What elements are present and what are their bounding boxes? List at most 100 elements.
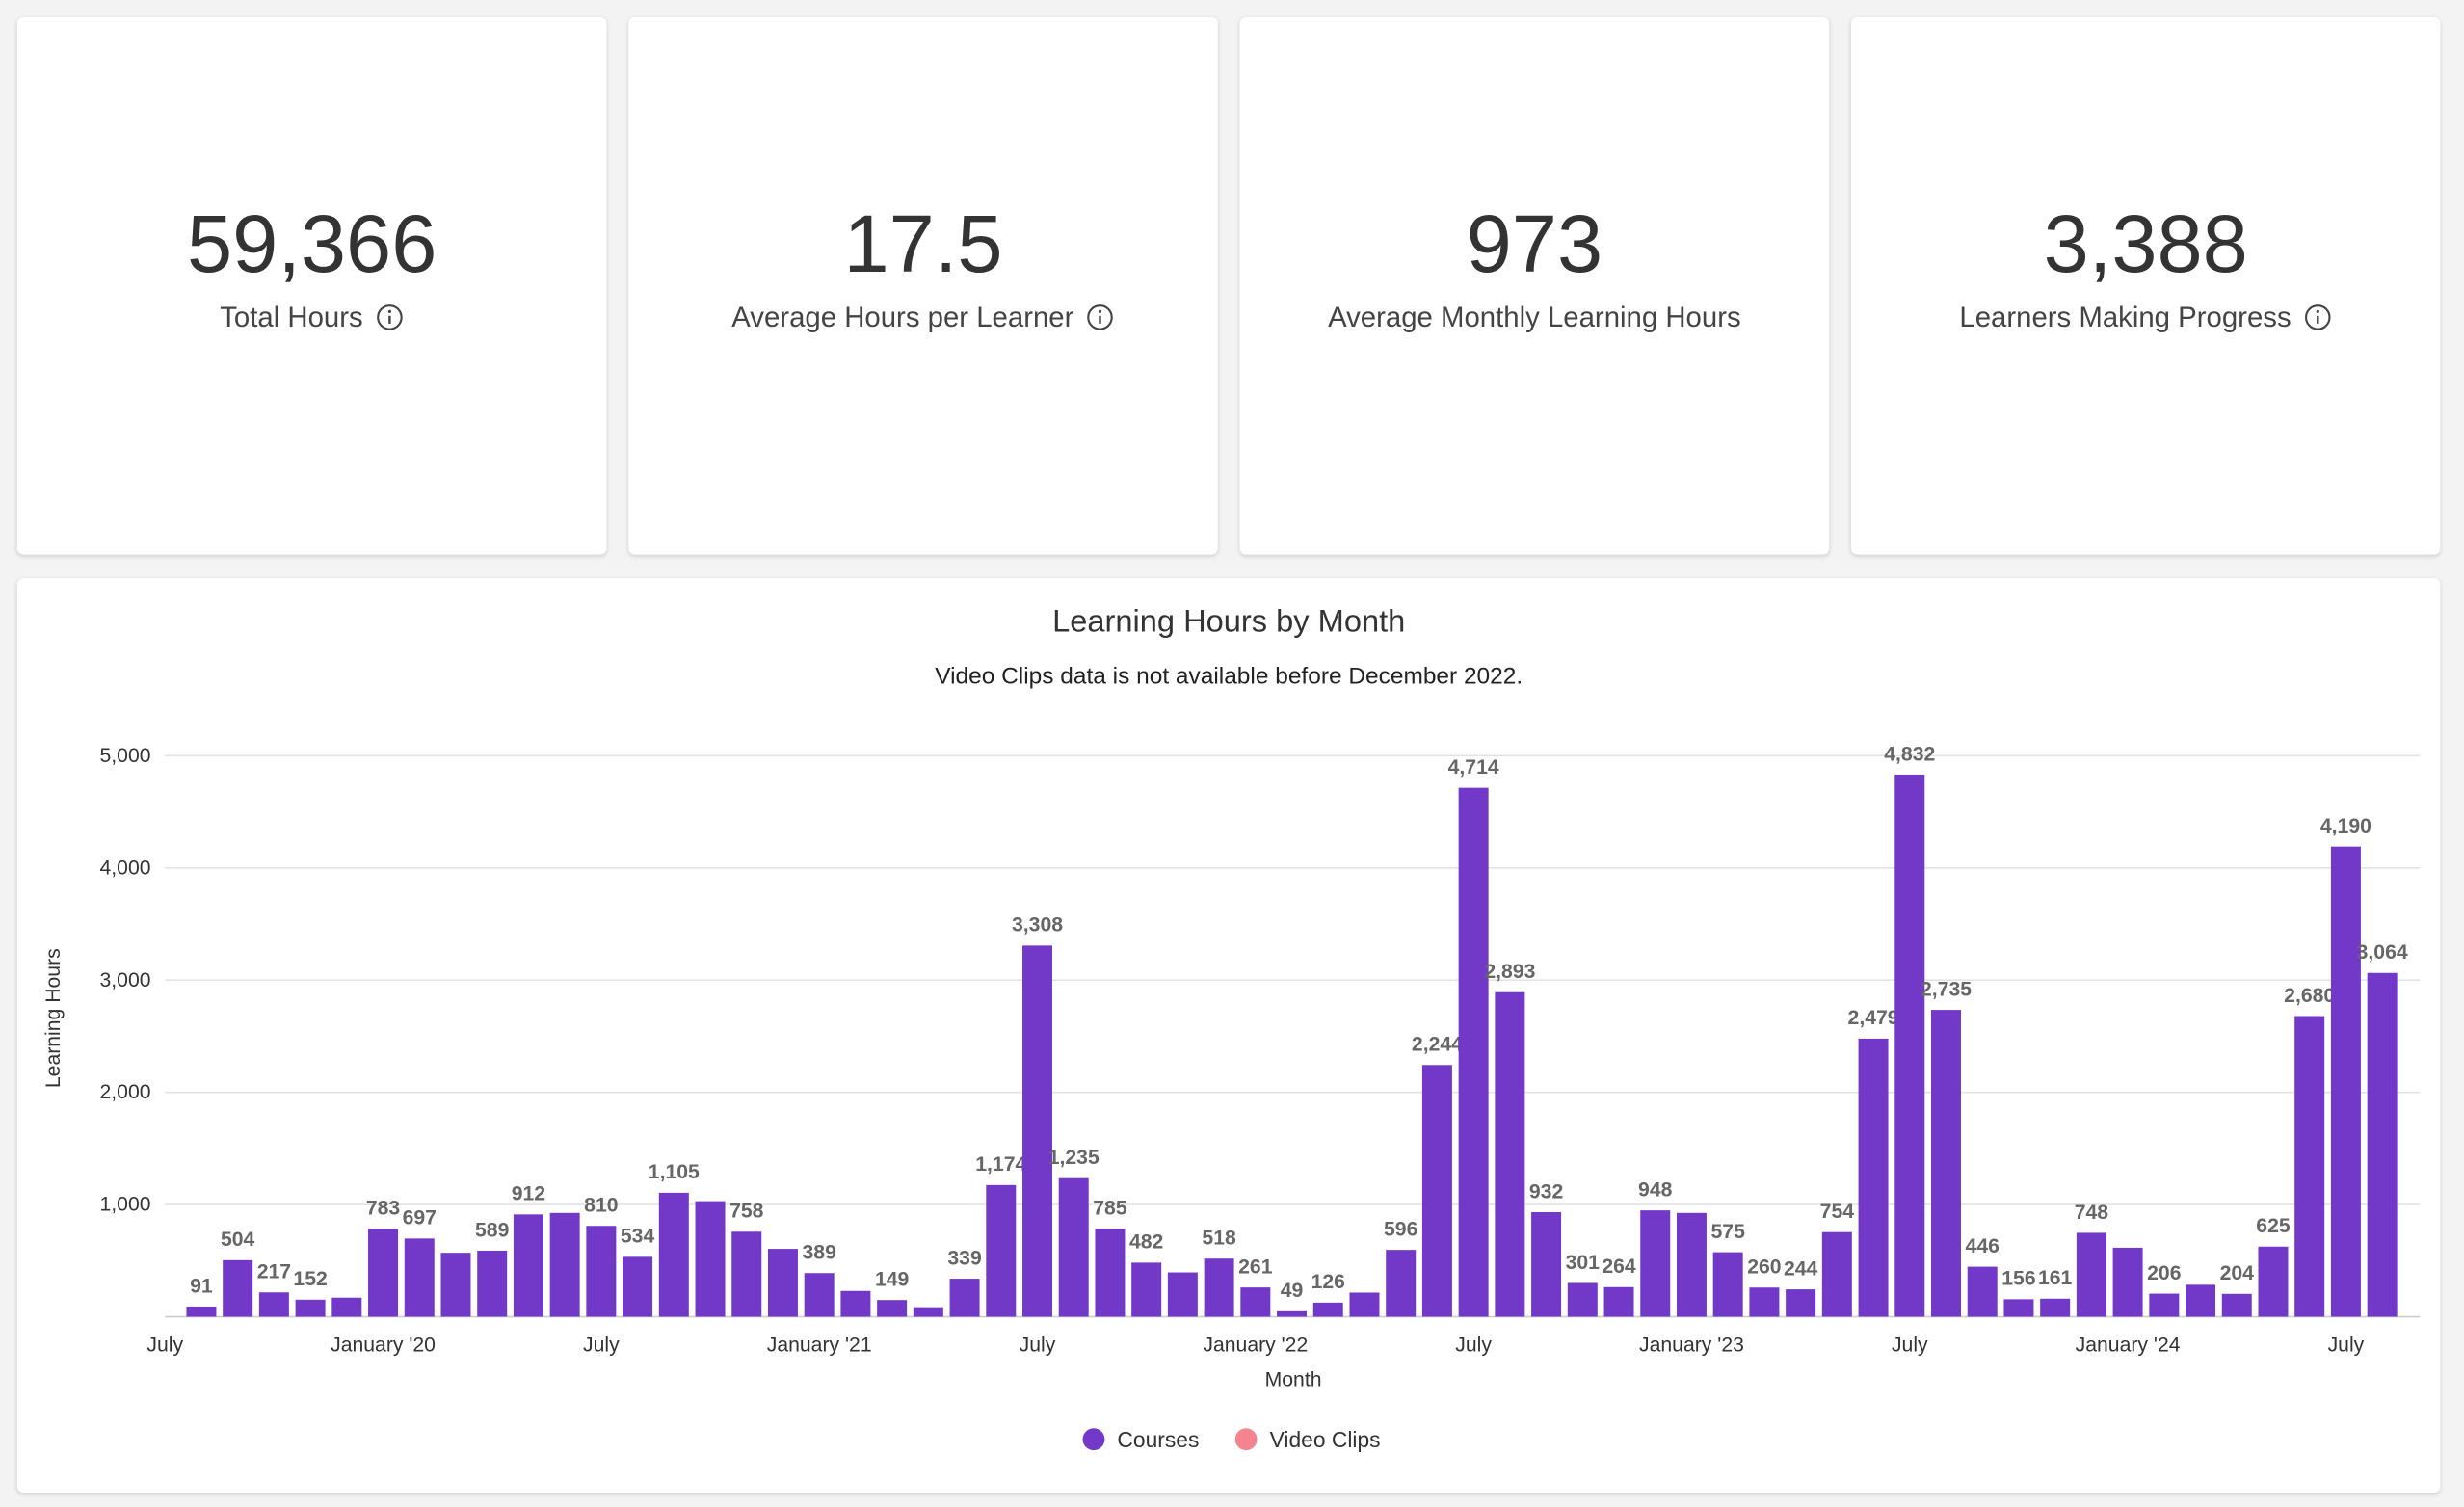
info-circle bbox=[377, 304, 403, 330]
bar bbox=[804, 1273, 835, 1317]
data-label: 754 bbox=[1820, 1201, 1855, 1223]
data-label: 518 bbox=[1202, 1228, 1236, 1250]
bar bbox=[1349, 1292, 1380, 1317]
stat-value: 973 bbox=[1466, 198, 1603, 290]
stat-card: 973 Average Monthly Learning Hours bbox=[1239, 16, 1830, 555]
data-label: 2,680 bbox=[2284, 985, 2335, 1007]
bar bbox=[2149, 1293, 2180, 1317]
bar bbox=[1495, 991, 1525, 1317]
bar bbox=[2040, 1298, 2071, 1317]
data-label: 948 bbox=[1638, 1178, 1673, 1201]
bar bbox=[477, 1250, 508, 1317]
bar bbox=[1894, 774, 1925, 1317]
bar bbox=[1386, 1250, 1417, 1317]
data-label: 217 bbox=[257, 1261, 291, 1283]
stat-label: Learners Making Progress bbox=[1959, 301, 2292, 332]
data-label: 339 bbox=[947, 1247, 981, 1269]
bar bbox=[186, 1306, 217, 1317]
bar bbox=[1131, 1262, 1162, 1317]
bar bbox=[331, 1297, 362, 1317]
data-label: 783 bbox=[366, 1198, 401, 1220]
bar bbox=[1967, 1266, 1998, 1317]
stat-label: Total Hours bbox=[220, 301, 363, 332]
bar bbox=[549, 1212, 580, 1317]
info-icon[interactable] bbox=[1086, 304, 1114, 331]
data-label: 2,479 bbox=[1848, 1007, 1899, 1029]
stat-card: 59,366 Total Hours bbox=[16, 16, 607, 555]
bar bbox=[913, 1307, 943, 1317]
bar bbox=[1531, 1212, 1562, 1317]
stat-label: Average Hours per Learner bbox=[731, 301, 1074, 332]
stat-label-row: Average Monthly Learning Hours bbox=[1328, 301, 1741, 333]
y-tick-label: 4,000 bbox=[100, 857, 151, 879]
data-label: 697 bbox=[403, 1207, 437, 1229]
bar bbox=[840, 1290, 871, 1317]
bar bbox=[295, 1299, 326, 1317]
y-tick-label: 5,000 bbox=[100, 745, 151, 767]
bar bbox=[2221, 1293, 2252, 1317]
bar bbox=[2330, 846, 2361, 1317]
x-tick-label: July bbox=[1892, 1334, 1928, 1356]
bar bbox=[1095, 1229, 1126, 1317]
bar bbox=[1277, 1310, 1308, 1317]
stat-label: Average Monthly Learning Hours bbox=[1328, 301, 1741, 332]
data-label: 264 bbox=[1602, 1256, 1636, 1278]
data-label: 2,893 bbox=[1484, 961, 1535, 983]
data-label: 161 bbox=[2038, 1267, 2073, 1289]
bar bbox=[2076, 1232, 2106, 1317]
bar bbox=[1712, 1252, 1743, 1317]
stat-card: 3,388 Learners Making Progress bbox=[1850, 16, 2441, 555]
data-label: 785 bbox=[1093, 1197, 1127, 1219]
bar bbox=[586, 1226, 617, 1317]
data-label: 625 bbox=[2256, 1215, 2291, 1237]
data-label: 932 bbox=[1529, 1180, 1563, 1203]
data-label: 482 bbox=[1129, 1231, 1163, 1254]
x-axis-title: Month bbox=[1265, 1368, 1322, 1390]
bar bbox=[2003, 1299, 2034, 1317]
bar bbox=[223, 1259, 253, 1317]
x-tick-label: January '20 bbox=[331, 1334, 436, 1356]
data-label: 261 bbox=[1238, 1256, 1273, 1278]
x-tick-label: July bbox=[2328, 1334, 2365, 1356]
bar bbox=[1567, 1282, 1598, 1317]
bar bbox=[1421, 1065, 1452, 1317]
bar bbox=[1821, 1231, 1852, 1317]
bar bbox=[1022, 945, 1052, 1317]
y-tick-label: 1,000 bbox=[100, 1194, 151, 1216]
data-label: 504 bbox=[221, 1229, 255, 1251]
data-label: 2,735 bbox=[1921, 978, 1972, 1000]
data-label: 156 bbox=[2001, 1268, 2036, 1290]
legend-swatch bbox=[1234, 1428, 1258, 1451]
data-label: 810 bbox=[584, 1195, 618, 1217]
info-icon[interactable] bbox=[2304, 304, 2332, 331]
x-tick-label: January '21 bbox=[767, 1334, 872, 1356]
data-label: 575 bbox=[1711, 1221, 1746, 1243]
bar bbox=[1858, 1038, 1889, 1317]
data-label: 1,235 bbox=[1048, 1147, 1100, 1169]
info-dot bbox=[2316, 309, 2319, 313]
data-label: 126 bbox=[1311, 1271, 1346, 1293]
bar bbox=[877, 1300, 908, 1317]
data-label: 3,308 bbox=[1012, 914, 1063, 937]
data-label: 152 bbox=[293, 1268, 327, 1290]
bar bbox=[1603, 1286, 1634, 1317]
data-label: 389 bbox=[803, 1242, 836, 1264]
data-label: 301 bbox=[1566, 1252, 1601, 1274]
data-label: 91 bbox=[190, 1275, 213, 1297]
stat-card: 17.5 Average Hours per Learner bbox=[628, 16, 1218, 555]
x-tick-label: January '22 bbox=[1203, 1334, 1308, 1356]
bar bbox=[658, 1192, 689, 1317]
y-tick-label: 2,000 bbox=[100, 1081, 151, 1103]
stat-value: 59,366 bbox=[187, 198, 437, 290]
bar bbox=[623, 1256, 653, 1317]
bar bbox=[1749, 1287, 1780, 1317]
stat-label-row: Total Hours bbox=[220, 301, 404, 333]
data-label: 49 bbox=[1281, 1280, 1304, 1302]
data-label: 446 bbox=[1966, 1235, 2000, 1257]
bar bbox=[2294, 1016, 2325, 1317]
info-icon[interactable] bbox=[376, 304, 404, 331]
bar bbox=[1458, 787, 1489, 1317]
